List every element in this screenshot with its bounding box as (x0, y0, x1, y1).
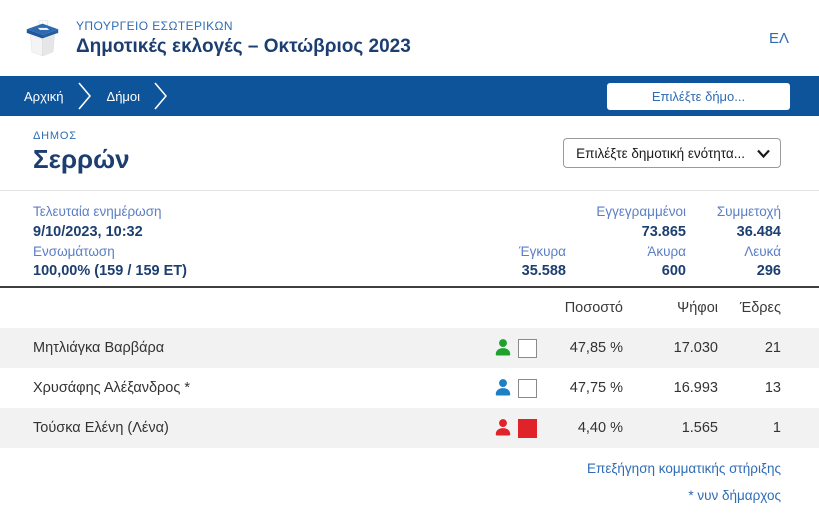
candidate-markers (473, 337, 537, 359)
ministry-name: ΥΠΟΥΡΓΕΙΟ ΕΣΩΤΕΡΙΚΩΝ (76, 18, 233, 33)
stats-row-1: Τελευταία ενημέρωση 9/10/2023, 10:32 Εγγ… (33, 202, 781, 242)
seats-cell: 21 (764, 340, 781, 356)
results-rows: Μητλιάγκα Βαρβάρα 47,85 % 17.030 21 Χρυσ… (0, 328, 819, 448)
stat-last-update-value: 9/10/2023, 10:32 (33, 223, 143, 240)
stat-blank-value: 296 (756, 263, 781, 280)
votes-cell: 16.993 (673, 380, 718, 396)
candidate-name: Τούσκα Ελένη (Λένα) (33, 420, 169, 436)
votes-cell: 17.030 (673, 340, 718, 356)
municipality-title-group: ΔΗΜΟΣ Σερρών (33, 130, 130, 175)
home-logo-link[interactable]: ΥΠΟΥΡΓΕΙΟ ΕΣΩΤΕΡΙΚΩΝ Δημοτικές εκλογές –… (24, 19, 411, 58)
candidate-name: Χρυσάφης Αλέξανδρος * (33, 380, 191, 396)
stat-valid-label: Έγκυρα (519, 243, 566, 259)
municipal-unit-select[interactable]: Επιλέξτε δημοτική ενότητα... (563, 138, 781, 168)
chevron-down-icon (757, 149, 770, 158)
stats-row-1-right: Εγγεγραμμένοι 73.865 Συμμετοχή 36.484 (566, 202, 781, 242)
municipality-label: ΔΗΜΟΣ (33, 130, 77, 142)
breadcrumb-item-municipalities[interactable]: Δήμοι (106, 88, 141, 104)
stat-turnout-value: 36.484 (736, 223, 781, 240)
stats-section: Τελευταία ενημέρωση 9/10/2023, 10:32 Εγγ… (0, 190, 819, 286)
municipality-name: Σερρών (33, 144, 130, 174)
breadcrumb-item-home[interactable]: Αρχική (24, 88, 64, 104)
results-table: Ποσοστό Ψήφοι Έδρες Μητλιάγκα Βαρβάρα 47… (0, 286, 819, 448)
stat-turnout-label: Συμμετοχή (716, 204, 781, 219)
municipality-header: ΔΗΜΟΣ Σερρών Επιλέξτε δημοτική ενότητα..… (0, 116, 819, 190)
candidate-markers (473, 377, 537, 399)
stat-registered-label: Εγγεγραμμένοι (596, 204, 686, 219)
language-switch[interactable]: ΕΛ (768, 29, 789, 47)
breadcrumb: Αρχική Δήμοι (0, 76, 819, 116)
stat-turnout: Συμμετοχή 36.484 (686, 202, 781, 242)
seats-cell: 13 (764, 380, 781, 396)
stats-row-2-right: Έγκυρα 35.588 Άκυρα 600 Λευκά 296 (491, 242, 781, 282)
stat-registered-value: 73.865 (641, 223, 686, 240)
stat-integration-label: Ενσωμάτωση (33, 243, 115, 259)
footer-notes: Επεξήγηση κομματικής στήριξης * νυν δήμα… (0, 448, 819, 503)
stat-invalid-label: Άκυρα (647, 243, 686, 259)
brand-text: ΥΠΟΥΡΓΕΙΟ ΕΣΩΤΕΡΙΚΩΝ Δημοτικές εκλογές –… (76, 19, 411, 58)
column-header-seats: Έδρες (739, 300, 781, 316)
stat-invalid-value: 600 (661, 263, 686, 280)
party-support-legend-link[interactable]: Επεξήγηση κομματικής στήριξης (587, 461, 781, 476)
stat-valid: Έγκυρα 35.588 (491, 242, 566, 282)
incumbent-note: * νυν δήμαρχος (688, 488, 781, 503)
stat-blank: Λευκά 296 (686, 242, 781, 282)
top-header: ΥΠΟΥΡΓΕΙΟ ΕΣΩΤΕΡΙΚΩΝ Δημοτικές εκλογές –… (0, 0, 819, 76)
chevron-right-icon (77, 82, 91, 110)
stat-last-update: Τελευταία ενημέρωση 9/10/2023, 10:32 (33, 202, 162, 242)
column-header-percent: Ποσοστό (564, 300, 623, 316)
stat-last-update-label: Τελευταία ενημέρωση (33, 204, 162, 219)
column-header-votes: Ψήφοι (677, 300, 718, 316)
person-icon (495, 419, 511, 436)
result-row[interactable]: Τούσκα Ελένη (Λένα) 4,40 % 1.565 1 (0, 408, 819, 448)
chevron-right-icon (154, 82, 168, 110)
candidate-markers (473, 417, 537, 439)
result-row[interactable]: Χρυσάφης Αλέξανδρος * 47,75 % 16.993 13 (0, 368, 819, 408)
municipality-search-input[interactable] (607, 82, 790, 110)
ballot-box-icon (26, 20, 59, 57)
stats-row-2: Ενσωμάτωση 100,00% (159 / 159 ΕΤ) Έγκυρα… (33, 242, 781, 282)
page-title: Δημοτικές εκλογές – Οκτώβριος 2023 (76, 35, 411, 57)
percent-cell: 47,85 % (569, 340, 623, 356)
stat-invalid: Άκυρα 600 (566, 242, 686, 282)
party-box (518, 378, 537, 398)
stat-blank-label: Λευκά (744, 243, 781, 259)
candidate-name: Μητλιάγκα Βαρβάρα (33, 340, 165, 356)
stat-integration-value: 100,00% (159 / 159 ΕΤ) (33, 263, 187, 280)
percent-cell: 47,75 % (569, 380, 623, 396)
stat-registered: Εγγεγραμμένοι 73.865 (566, 202, 686, 242)
result-row[interactable]: Μητλιάγκα Βαρβάρα 47,85 % 17.030 21 (0, 328, 819, 368)
votes-cell: 1.565 (681, 420, 718, 436)
seats-cell: 1 (772, 420, 781, 436)
municipal-unit-select-label: Επιλέξτε δημοτική ενότητα... (576, 145, 745, 161)
percent-cell: 4,40 % (577, 420, 623, 436)
stat-valid-value: 35.588 (521, 263, 566, 280)
person-icon (495, 379, 511, 396)
stat-integration: Ενσωμάτωση 100,00% (159 / 159 ΕΤ) (33, 242, 187, 282)
party-box (518, 338, 537, 358)
party-box (518, 418, 537, 438)
results-table-header: Ποσοστό Ψήφοι Έδρες (0, 288, 819, 328)
person-icon (495, 339, 511, 356)
